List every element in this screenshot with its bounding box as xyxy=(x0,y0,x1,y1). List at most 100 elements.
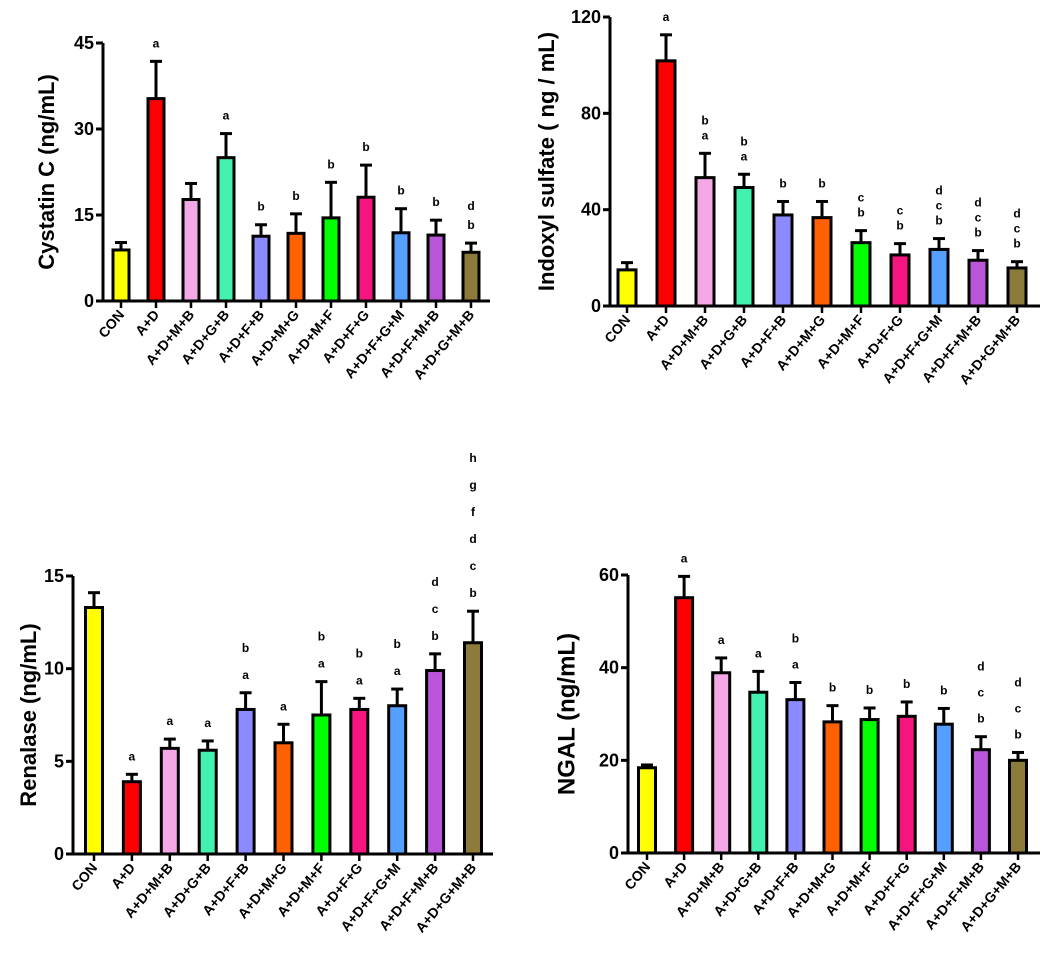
bar xyxy=(889,253,911,308)
significance-letter: f xyxy=(471,505,476,519)
significance-letter: a xyxy=(356,673,363,687)
y-tick-label: 45 xyxy=(74,33,94,53)
significance-letter: b xyxy=(397,184,404,198)
bar xyxy=(811,216,833,308)
bar xyxy=(111,248,131,303)
bar xyxy=(637,766,657,855)
significance-letter: a xyxy=(204,716,211,730)
bar xyxy=(321,216,341,303)
significance-letter: b xyxy=(940,683,947,697)
bar xyxy=(933,722,954,855)
bar xyxy=(711,671,732,855)
x-tick-label: A+D xyxy=(132,307,163,339)
bar xyxy=(1006,266,1028,308)
bar xyxy=(425,669,446,856)
significance-letter: b xyxy=(896,219,903,233)
significance-letter: b xyxy=(257,200,264,214)
bar xyxy=(181,198,201,303)
significance-letter: b xyxy=(242,641,249,655)
bar xyxy=(616,268,638,308)
significance-letter: b xyxy=(935,214,942,228)
significance-letter: a xyxy=(242,668,249,682)
significance-letter: d xyxy=(977,660,984,674)
significance-letter: b xyxy=(1014,727,1021,741)
significance-letter: b xyxy=(866,683,873,697)
bar xyxy=(159,746,180,856)
significance-letter: d xyxy=(1014,675,1021,689)
significance-letter: a xyxy=(718,633,725,647)
significance-letter: a xyxy=(741,149,748,163)
x-tick-label: A+D xyxy=(642,312,673,344)
significance-letter: a xyxy=(792,657,799,671)
bar xyxy=(356,195,376,303)
y-tick-label: 0 xyxy=(609,843,619,863)
y-tick-label: 40 xyxy=(581,200,601,220)
significance-letter: d xyxy=(974,196,981,210)
x-tick-label: CON xyxy=(621,859,653,893)
significance-letter: g xyxy=(469,478,476,492)
significance-letter: b xyxy=(857,206,864,220)
significance-letter: h xyxy=(469,451,476,465)
x-tick-label: CON xyxy=(601,312,633,346)
bar xyxy=(1008,758,1028,855)
y-tick-label: 20 xyxy=(599,750,619,770)
significance-letter: c xyxy=(432,602,439,616)
significance-letter: a xyxy=(129,749,136,763)
bar xyxy=(461,250,481,303)
bar xyxy=(146,97,166,303)
significance-letter: a xyxy=(755,646,762,660)
significance-letter: a xyxy=(153,36,160,50)
bar xyxy=(235,707,256,856)
y-tick-label: 15 xyxy=(44,566,64,586)
bar xyxy=(850,241,872,308)
bar xyxy=(928,247,950,308)
y-tick-label: 0 xyxy=(591,296,601,316)
significance-letter: b xyxy=(292,189,299,203)
bar xyxy=(896,714,917,855)
significance-letter: b xyxy=(701,113,708,127)
significance-letter: a xyxy=(394,664,401,678)
significance-letter: b xyxy=(977,712,984,726)
significance-letter: c xyxy=(858,191,865,205)
y-tick-label: 10 xyxy=(44,659,64,679)
significance-letter: b xyxy=(903,677,910,691)
x-tick-label: A+D xyxy=(660,859,691,891)
significance-letter: b xyxy=(318,630,325,644)
bar xyxy=(387,704,408,856)
bar xyxy=(121,780,142,856)
bar xyxy=(463,641,483,856)
bar xyxy=(426,233,446,303)
significance-letter: a xyxy=(280,699,287,713)
significance-letter: b xyxy=(356,646,363,660)
significance-letter: b xyxy=(327,157,334,171)
significance-letter: d xyxy=(431,575,438,589)
bar xyxy=(84,606,104,856)
significance-letter: a xyxy=(702,128,709,142)
significance-letter: b xyxy=(469,586,476,600)
significance-letter: b xyxy=(362,140,369,154)
bar xyxy=(970,748,991,855)
significance-letter: b xyxy=(792,631,799,645)
x-tick-label: CON xyxy=(95,307,127,341)
bar xyxy=(311,713,332,856)
bar xyxy=(748,690,769,855)
significance-letter: a xyxy=(318,657,325,671)
bar xyxy=(733,186,755,308)
significance-letter: b xyxy=(432,195,439,209)
y-axis-label: Cystatin C (ng/mL) xyxy=(34,74,59,270)
significance-letter: a xyxy=(681,551,688,565)
significance-letter: b xyxy=(779,176,786,190)
y-tick-label: 60 xyxy=(599,565,619,585)
bar xyxy=(251,234,271,303)
bar xyxy=(772,213,794,308)
bar xyxy=(694,176,716,308)
significance-letter: b xyxy=(818,176,825,190)
significance-letter: c xyxy=(1015,701,1022,715)
y-tick-label: 15 xyxy=(74,205,94,225)
y-tick-label: 80 xyxy=(581,103,601,123)
bar xyxy=(197,748,218,856)
significance-letter: c xyxy=(978,686,985,700)
